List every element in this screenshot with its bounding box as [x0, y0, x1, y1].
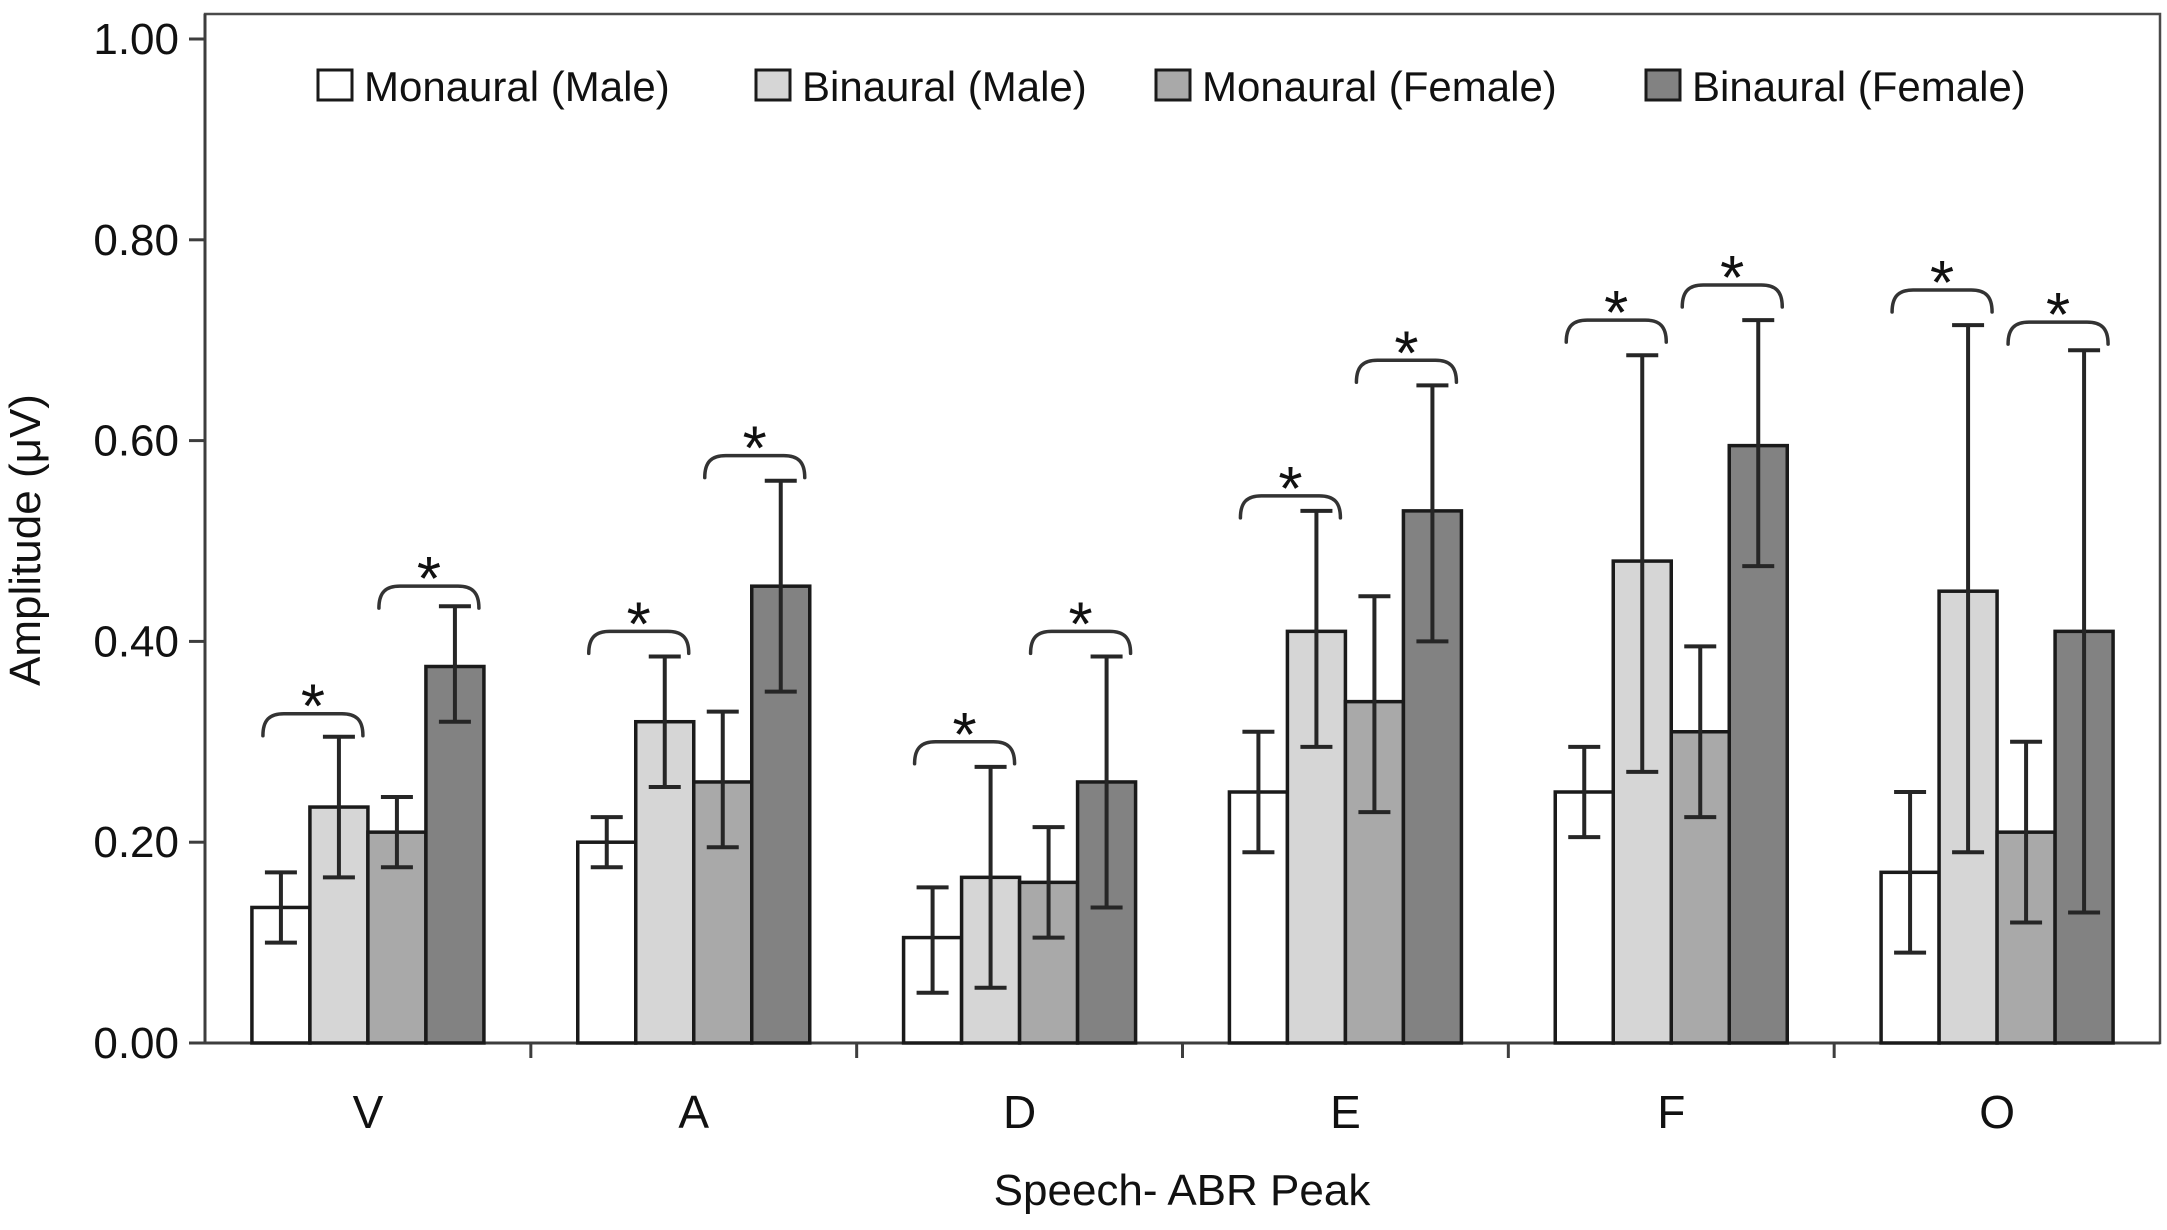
- y-tick-label: 0.80: [93, 216, 179, 265]
- significance-bracket-O: [2006, 320, 2110, 346]
- x-category-label: A: [678, 1086, 709, 1138]
- error-bar-O-series-3: [2068, 348, 2101, 915]
- significance-asterisk-F: *: [1720, 244, 1744, 313]
- significance-asterisk-V: *: [417, 545, 441, 614]
- significance-bracket-A: [703, 453, 807, 480]
- x-category-label: O: [1979, 1086, 2015, 1138]
- y-tick-label: 0.40: [93, 617, 179, 666]
- legend-item: Binaural (Male): [754, 63, 1087, 110]
- legend-item: Binaural (Female): [1644, 63, 2026, 110]
- significance-asterisk-O: *: [2046, 281, 2070, 350]
- significance-asterisk-D: *: [953, 701, 977, 770]
- error-bar-E-series-1: [1300, 508, 1333, 749]
- error-bar-V-series-1: [322, 734, 355, 880]
- error-bar-A-series-1: [648, 654, 681, 789]
- legend-label: Monaural (Male): [364, 63, 670, 110]
- significance-bracket-V: [377, 584, 481, 610]
- significance-asterisk-F: *: [1604, 279, 1628, 348]
- error-bar-V-series-3: [438, 604, 471, 724]
- significance-bracket-F: [1680, 283, 1784, 309]
- plot-area: [203, 12, 2162, 1045]
- legend-item: Monaural (Female): [1154, 63, 1557, 110]
- bar-V-series-3: [424, 664, 486, 1045]
- y-tick-label: 0.00: [93, 1019, 179, 1068]
- significance-bracket-E: [1354, 358, 1459, 385]
- error-bar-E-series-2: [1358, 594, 1391, 815]
- significance-asterisk-V: *: [301, 673, 325, 742]
- error-bar-F-series-3: [1742, 318, 1775, 569]
- y-tick-label: 0.20: [93, 818, 179, 867]
- error-bar-F-series-0: [1568, 744, 1601, 840]
- significance-asterisk-A: *: [627, 590, 651, 659]
- error-bar-D-series-1: [974, 764, 1007, 990]
- error-bar-O-series-1: [1952, 323, 1985, 855]
- legend-swatch: [316, 68, 354, 102]
- bars-layer: [250, 443, 2115, 1045]
- y-tick-label: 0.60: [93, 417, 179, 466]
- error-bar-O-series-2: [2010, 739, 2043, 925]
- significance-bracket-D: [912, 740, 1017, 766]
- significance-bracket-E: [1238, 494, 1343, 520]
- error-bar-E-series-0: [1242, 729, 1275, 855]
- significance-bracket-D: [1028, 629, 1133, 656]
- y-axis-title: Amplitude (μV): [1, 394, 50, 686]
- error-bar-O-series-0: [1894, 790, 1927, 955]
- error-bars-layer: [264, 318, 2101, 995]
- significance-bracket-O: [1890, 288, 1994, 314]
- error-bar-F-series-2: [1684, 644, 1717, 820]
- significance-bracket-V: [261, 711, 365, 738]
- x-category-label: F: [1657, 1086, 1685, 1138]
- significance-asterisk-E: *: [1394, 319, 1418, 388]
- error-bar-A-series-2: [706, 709, 739, 850]
- plot-border: [203, 12, 2162, 1045]
- significance-bracket-A: [587, 629, 691, 656]
- error-bar-D-series-2: [1032, 825, 1065, 940]
- legend-swatch: [1644, 68, 1682, 102]
- legend: Monaural (Male) Binaural (Male) Monaural (…: [316, 63, 2026, 110]
- legend-label: Binaural (Female): [1692, 63, 2026, 110]
- error-bar-V-series-2: [380, 795, 413, 870]
- legend-swatch: [1154, 68, 1192, 102]
- significance-asterisk-D: *: [1069, 590, 1093, 659]
- legend-label: Monaural (Female): [1202, 63, 1557, 110]
- error-bar-F-series-1: [1626, 353, 1659, 774]
- axis-ticks-layer: 0.00 0.20 0.40 0.60 0.80 1.00 V A D E F O: [93, 15, 2015, 1138]
- significance-asterisk-O: *: [1930, 249, 1954, 318]
- x-category-label: D: [1003, 1086, 1036, 1138]
- y-tick-label: 1.00: [93, 15, 179, 64]
- error-bar-D-series-0: [916, 885, 949, 995]
- significance-asterisk-E: *: [1278, 455, 1302, 524]
- significance-asterisk-A: *: [743, 415, 767, 484]
- bar-A-series-0: [576, 840, 638, 1045]
- significance-bracket-F: [1564, 318, 1668, 344]
- error-bar-D-series-3: [1090, 654, 1123, 910]
- x-category-label: V: [353, 1086, 384, 1138]
- x-category-label: E: [1330, 1086, 1361, 1138]
- error-bar-A-series-3: [764, 478, 797, 694]
- error-bar-V-series-0: [264, 870, 297, 945]
- legend-label: Binaural (Male): [802, 63, 1087, 110]
- x-axis-title: Speech- ABR Peak: [994, 1166, 1372, 1215]
- legend-item: Monaural (Male): [316, 63, 670, 110]
- significance-brackets-layer: * * * * * * * * * * * *: [261, 244, 2110, 770]
- legend-swatch: [754, 68, 792, 102]
- error-bar-E-series-3: [1416, 383, 1449, 644]
- error-bar-A-series-0: [590, 815, 623, 870]
